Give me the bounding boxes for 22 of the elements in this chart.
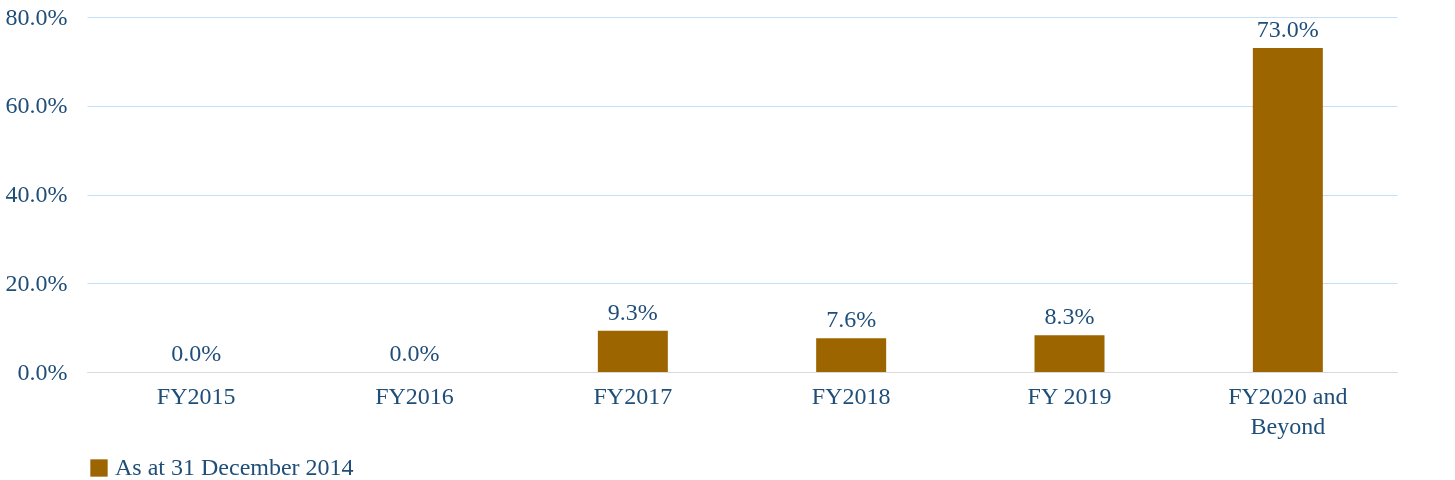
y-tick-label: 20.0% [5,269,68,296]
x-tick-label: FY 2019 [1027,382,1112,409]
y-tick-label: 40.0% [5,181,68,207]
data-label: 7.6% [826,306,877,333]
data-label: 8.3% [1044,303,1095,330]
data-label: 0.0% [389,340,440,366]
y-tick-label: 0.0% [17,358,68,385]
bar [816,338,887,372]
x-tick-label: FY2017 [593,382,673,409]
data-label: 0.0% [171,340,222,366]
bar [1034,335,1105,372]
bar [1252,48,1323,372]
x-tick-label: FY2020 and Beyond [1228,382,1348,439]
y-tick-label: 60.0% [5,92,68,119]
x-tick-label: FY2015 [156,382,236,409]
y-tick-label: 80.0% [5,3,68,30]
bar [597,330,668,372]
x-tick-label: FY2016 [375,382,454,409]
data-label: 9.3% [607,298,658,325]
legend-label: As at 31 December 2014 [115,454,354,480]
data-label: 73.0% [1256,16,1319,43]
x-tick-label: FY2018 [811,382,891,409]
